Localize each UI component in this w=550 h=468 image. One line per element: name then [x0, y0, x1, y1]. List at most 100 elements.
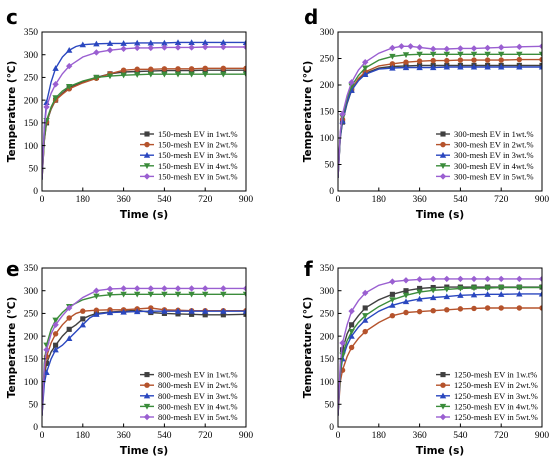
data-point — [202, 65, 208, 72]
data-point — [202, 312, 208, 318]
data-point — [52, 331, 59, 337]
data-point — [147, 71, 154, 78]
data-point — [402, 298, 410, 305]
data-point — [43, 346, 50, 353]
data-point — [147, 39, 154, 46]
data-point — [430, 51, 437, 58]
legend-entry: 1250-mesh EV in 4wt.% — [454, 401, 538, 411]
legend-marker — [440, 382, 446, 388]
data-point — [242, 39, 246, 46]
data-point — [174, 307, 182, 314]
x-tick-label: 0 — [336, 195, 341, 205]
data-point — [93, 287, 100, 294]
data-point — [349, 322, 355, 328]
data-point — [443, 293, 450, 300]
x-tick-label: 720 — [494, 431, 509, 441]
data-point — [471, 57, 477, 63]
data-point — [538, 63, 542, 70]
data-point — [134, 291, 141, 298]
data-point — [430, 45, 437, 53]
data-point — [389, 297, 396, 303]
data-point — [457, 285, 464, 292]
x-tick-label: 360 — [412, 195, 427, 205]
data-point — [539, 305, 542, 311]
data-point — [416, 295, 423, 302]
legend-marker — [143, 413, 151, 421]
legend-marker — [440, 141, 446, 148]
y-tick-label: 0 — [329, 423, 334, 433]
data-point — [66, 335, 73, 341]
y-tick-label: 0 — [33, 187, 38, 197]
data-point — [66, 304, 73, 312]
data-point — [498, 44, 505, 51]
x-tick-label: 180 — [372, 431, 387, 441]
data-point — [43, 369, 50, 376]
data-point — [430, 275, 437, 283]
x-tick-label: 540 — [453, 431, 468, 441]
data-point — [220, 71, 227, 78]
legend-marker — [439, 403, 447, 410]
data-point — [430, 284, 436, 291]
data-point — [403, 59, 409, 65]
data-point — [120, 67, 127, 73]
data-point — [457, 45, 464, 52]
data-point — [189, 311, 195, 317]
data-point — [516, 284, 523, 291]
series-line-3 — [42, 41, 246, 180]
data-point — [220, 291, 227, 298]
x-tick-label: 0 — [336, 431, 341, 441]
y-tick-label: 50 — [29, 400, 39, 410]
data-point — [402, 292, 410, 299]
data-point — [498, 305, 504, 311]
data-point — [161, 39, 168, 46]
data-point — [403, 309, 409, 316]
data-point — [120, 45, 127, 53]
data-point — [430, 287, 437, 294]
data-point — [220, 285, 227, 292]
data-point — [484, 285, 491, 292]
data-point — [498, 275, 505, 283]
data-point — [188, 307, 195, 314]
data-point — [443, 275, 450, 283]
data-point — [516, 63, 523, 70]
data-point — [93, 74, 100, 81]
data-point — [79, 41, 86, 48]
data-point — [516, 51, 523, 58]
x-tick-label: 360 — [412, 431, 427, 441]
data-point — [538, 275, 542, 283]
data-point — [161, 285, 168, 292]
data-point — [339, 110, 346, 118]
data-point — [339, 347, 346, 353]
data-point — [120, 285, 127, 292]
legend-marker — [440, 131, 446, 137]
data-point — [188, 71, 195, 78]
data-point — [242, 307, 246, 314]
legend-entry: 300-mesh EV in 1wt.% — [454, 129, 534, 139]
legend-entry: 800-mesh EV in 5wt.% — [158, 412, 238, 422]
legend-entry: 150-mesh EV in 3wt.% — [158, 150, 238, 160]
data-point — [242, 285, 246, 292]
data-point — [66, 326, 72, 332]
y-tick-label: 250 — [24, 74, 39, 84]
data-point — [498, 284, 505, 291]
data-point — [220, 39, 227, 46]
data-point — [416, 44, 423, 51]
data-point — [220, 312, 226, 318]
data-point — [398, 43, 405, 50]
data-point — [175, 311, 181, 317]
legend-entry: 150-mesh EV in 5wt.% — [158, 171, 238, 181]
data-point — [106, 309, 114, 316]
y-tick-label: 200 — [24, 96, 39, 106]
y-tick-label: 150 — [24, 119, 39, 129]
data-point — [389, 44, 396, 52]
data-point — [407, 43, 414, 50]
plot-frame — [41, 267, 247, 428]
data-point — [538, 284, 542, 291]
data-point — [220, 43, 227, 51]
data-point — [174, 285, 182, 292]
y-tick-label: 200 — [320, 332, 335, 342]
data-point — [93, 307, 100, 313]
legend-marker — [143, 403, 151, 410]
legend: 1250-mesh EV in 1w.t%1250-mesh EV in 2wt… — [436, 370, 538, 422]
data-point — [444, 307, 450, 313]
